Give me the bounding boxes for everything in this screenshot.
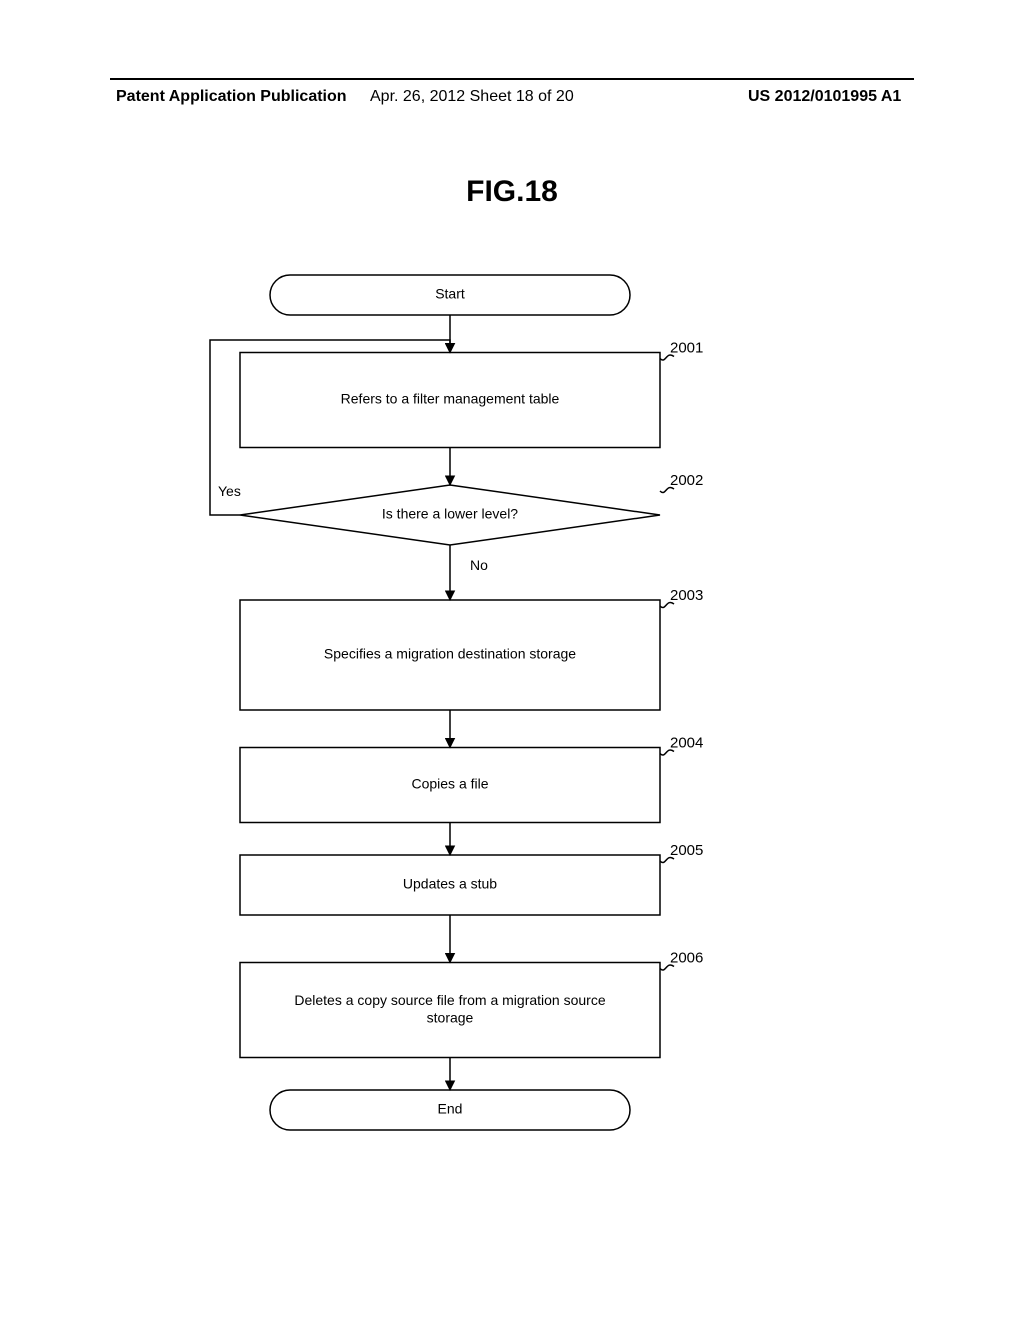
node-label: Is there a lower level? xyxy=(382,506,518,522)
node-label: Updates a stub xyxy=(403,876,497,892)
header-mid: Apr. 26, 2012 Sheet 18 of 20 xyxy=(370,88,574,106)
ref-label: 2001 xyxy=(670,339,703,356)
ref-label: 2002 xyxy=(670,472,703,489)
header-left: Patent Application Publication xyxy=(116,88,347,106)
node-label: Refers to a filter management table xyxy=(341,391,560,407)
edge-label: No xyxy=(470,557,488,573)
ref-label: 2003 xyxy=(670,587,703,604)
figure-title: FIG.18 xyxy=(0,175,1024,209)
flowchart: Start Refers to a filter management table… xyxy=(110,270,914,1240)
edge-label: Yes xyxy=(218,483,241,499)
node-label: Start xyxy=(435,286,465,302)
node-label: storage xyxy=(427,1009,474,1025)
header-right: US 2012/0101995 A1 xyxy=(748,88,901,106)
ref-label: 2004 xyxy=(670,734,703,751)
node-label: Specifies a migration destination storag… xyxy=(324,646,576,662)
page: Patent Application Publication Apr. 26, … xyxy=(0,0,1024,1320)
header-rule xyxy=(110,78,914,80)
node-label: End xyxy=(438,1101,463,1117)
node-label: Deletes a copy source file from a migrat… xyxy=(294,992,605,1008)
ref-label: 2005 xyxy=(670,842,703,859)
node-label: Copies a file xyxy=(411,776,488,792)
ref-label: 2006 xyxy=(670,949,703,966)
